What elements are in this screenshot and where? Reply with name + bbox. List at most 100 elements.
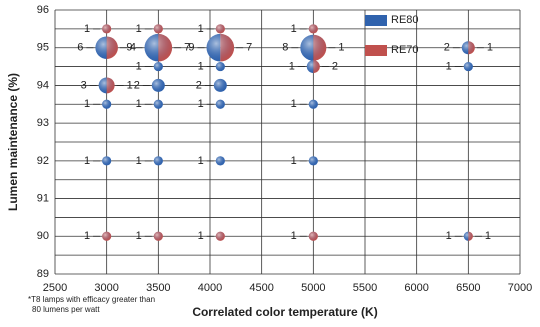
bubble — [213, 78, 227, 92]
bubble — [215, 99, 225, 109]
data-label: 1 — [446, 230, 452, 242]
bubble — [153, 61, 163, 72]
x-tick-label: 3000 — [94, 282, 118, 294]
data-label: 1 — [198, 98, 204, 110]
data-label: 1 — [127, 79, 133, 91]
y-tick-label: 93 — [37, 117, 49, 129]
data-label: 1 — [198, 230, 204, 242]
data-label: 1 — [136, 98, 142, 110]
data-label: 1 — [136, 230, 142, 242]
bubble — [215, 24, 225, 34]
data-label: 2 — [332, 60, 338, 72]
bubble-half — [106, 77, 115, 94]
bubble-half — [468, 231, 473, 241]
y-tick-label: 95 — [37, 42, 49, 54]
x-tick-label: 2500 — [43, 282, 67, 294]
bubble-half — [106, 36, 118, 59]
bubble — [153, 24, 163, 34]
data-label: 1 — [198, 60, 204, 72]
bubble-half — [95, 36, 107, 59]
data-label: 1 — [84, 155, 90, 167]
bubble — [308, 24, 318, 34]
data-label: 1 — [446, 60, 452, 72]
bubble — [153, 231, 163, 241]
data-label: 1 — [291, 155, 297, 167]
bubble-half — [313, 34, 327, 61]
x-tick-label: 7000 — [508, 282, 532, 294]
bubble — [102, 99, 112, 109]
y-tick-label: 91 — [37, 192, 49, 204]
data-label: 1 — [84, 98, 90, 110]
bubble-half — [461, 41, 469, 55]
data-label: 1 — [289, 60, 295, 72]
data-label: 6 — [77, 42, 83, 54]
data-label: 3 — [81, 79, 87, 91]
data-label: 2 — [134, 79, 140, 91]
data-label: 1 — [338, 42, 344, 54]
data-label: 1 — [291, 98, 297, 110]
bubble — [308, 231, 318, 241]
legend-swatch — [365, 45, 387, 56]
data-label: 2 — [444, 42, 450, 54]
bubble-half — [220, 33, 235, 62]
bubble-half — [306, 60, 314, 74]
data-label: 8 — [282, 42, 288, 54]
bubble-half — [313, 60, 320, 74]
bubble — [102, 24, 112, 34]
data-label: 1 — [291, 230, 297, 242]
bubble — [308, 99, 318, 109]
data-label: 1 — [136, 23, 142, 35]
legend-label: RE80 — [391, 14, 419, 26]
data-label: 2 — [196, 79, 202, 91]
y-tick-label: 92 — [37, 155, 49, 167]
footnote: *T8 lamps with efficacy greater than — [28, 295, 155, 304]
data-label: 1 — [487, 42, 493, 54]
bubble-half — [300, 34, 314, 61]
bubble-half — [158, 33, 173, 62]
footnote: 80 lumens per watt — [32, 305, 100, 314]
bubble-half — [463, 231, 469, 241]
bubble — [215, 61, 225, 72]
data-label: 1 — [136, 155, 142, 167]
x-tick-label: 5500 — [353, 282, 377, 294]
bubble-half — [468, 41, 475, 55]
x-axis-title: Correlated color temperature (K) — [192, 305, 377, 319]
data-label: 9 — [126, 42, 132, 54]
bubble — [153, 99, 163, 109]
data-label: 7 — [184, 42, 190, 54]
bubble-half — [98, 77, 107, 94]
data-label: 9 — [188, 42, 194, 54]
data-label: 1 — [136, 60, 142, 72]
data-label: 1 — [84, 23, 90, 35]
legend-label: RE70 — [391, 44, 419, 56]
data-label: 7 — [246, 42, 252, 54]
x-tick-label: 3500 — [146, 282, 170, 294]
data-label: 1 — [198, 23, 204, 35]
bubble — [102, 231, 112, 241]
bubble-half — [144, 33, 159, 62]
x-tick-label: 5000 — [301, 282, 325, 294]
bubble — [215, 156, 225, 166]
y-tick-label: 90 — [37, 230, 49, 242]
bubble — [151, 78, 165, 92]
bubble — [102, 156, 112, 166]
y-tick-label: 94 — [37, 79, 49, 91]
x-tick-label: 6500 — [456, 282, 480, 294]
bubble — [308, 156, 318, 166]
data-label: 1 — [198, 155, 204, 167]
data-label: 1 — [485, 230, 491, 242]
data-label: 1 — [84, 230, 90, 242]
bubble — [215, 231, 225, 241]
y-axis-title: Lumen maintenance (%) — [6, 73, 20, 211]
data-label: 1 — [291, 23, 297, 35]
x-tick-label: 6000 — [404, 282, 428, 294]
x-tick-label: 4500 — [249, 282, 273, 294]
x-tick-label: 4000 — [198, 282, 222, 294]
y-tick-label: 89 — [37, 268, 49, 280]
bubble — [153, 156, 163, 166]
y-tick-label: 96 — [37, 4, 49, 16]
bubble-half — [206, 33, 221, 62]
bubble — [463, 61, 473, 72]
data-label: 4 — [130, 42, 136, 54]
